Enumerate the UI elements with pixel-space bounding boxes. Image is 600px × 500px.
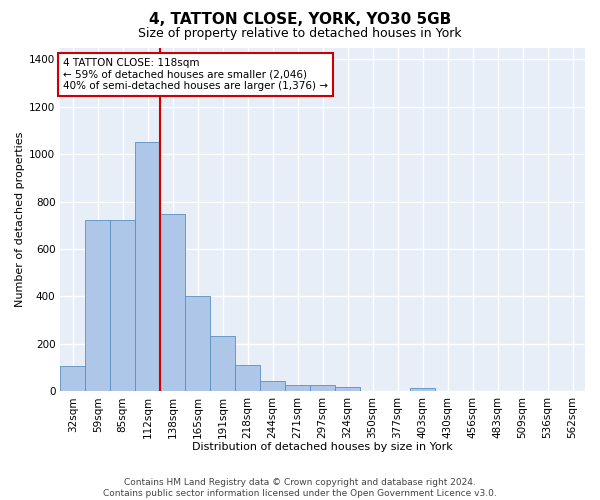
Bar: [210, 336, 235, 392]
X-axis label: Distribution of detached houses by size in York: Distribution of detached houses by size …: [192, 442, 453, 452]
Bar: [260, 380, 285, 392]
Bar: [335, 386, 360, 392]
Bar: [235, 364, 260, 392]
Bar: [60, 366, 85, 392]
Bar: [110, 220, 135, 392]
Bar: [285, 384, 310, 392]
Bar: [185, 296, 210, 392]
Bar: [135, 142, 160, 392]
Bar: [410, 388, 435, 392]
Bar: [160, 214, 185, 392]
Text: 4, TATTON CLOSE, YORK, YO30 5GB: 4, TATTON CLOSE, YORK, YO30 5GB: [149, 12, 451, 28]
Text: Contains HM Land Registry data © Crown copyright and database right 2024.
Contai: Contains HM Land Registry data © Crown c…: [103, 478, 497, 498]
Text: 4 TATTON CLOSE: 118sqm
← 59% of detached houses are smaller (2,046)
40% of semi-: 4 TATTON CLOSE: 118sqm ← 59% of detached…: [63, 58, 328, 91]
Bar: [310, 384, 335, 392]
Text: Size of property relative to detached houses in York: Size of property relative to detached ho…: [138, 28, 462, 40]
Bar: [85, 220, 110, 392]
Y-axis label: Number of detached properties: Number of detached properties: [15, 132, 25, 307]
